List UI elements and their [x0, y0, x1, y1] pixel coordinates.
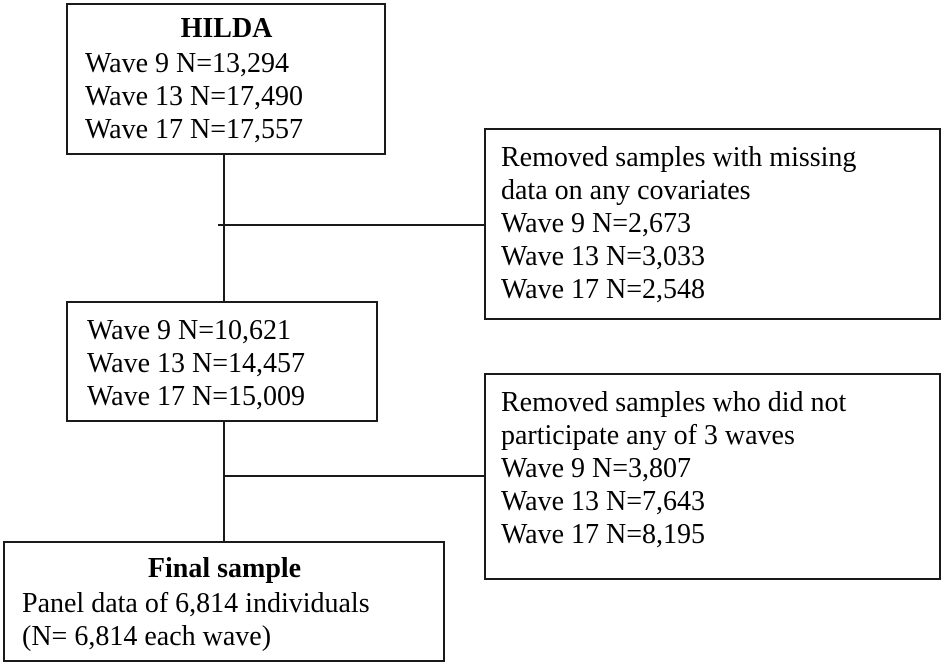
connector-after-exclusion-to-final: [223, 422, 225, 541]
after-exclusion-box: Wave 9 N=10,621 Wave 13 N=14,457 Wave 17…: [66, 301, 378, 422]
hilda-source-box: HILDA Wave 9 N=13,294 Wave 13 N=17,490 W…: [66, 3, 386, 155]
final-sample-box-title: Final sample: [147, 553, 302, 584]
removed-nonparticipation-wave9-count: Wave 9 N=3,807: [501, 453, 692, 484]
hilda-wave9-count: Wave 9 N=13,294: [85, 48, 290, 79]
connector-hilda-to-after-exclusion: [223, 155, 225, 301]
final-sample-box: Final sample Panel data of 6,814 individ…: [3, 541, 445, 662]
removed-missing-wave9-count: Wave 9 N=2,673: [501, 208, 692, 239]
removed-nonparticipation-wave17-count: Wave 17 N=8,195: [501, 519, 706, 550]
removed-nonparticipation-reason-line1: Removed samples who did not: [501, 387, 847, 418]
connector-branch-removed-missing: [218, 224, 484, 226]
removed-nonparticipation-reason-line2: participate any of 3 waves: [501, 420, 795, 451]
after-exclusion-wave9-count: Wave 9 N=10,621: [87, 315, 292, 346]
hilda-wave13-count: Wave 13 N=17,490: [85, 81, 304, 112]
hilda-box-title: HILDA: [180, 13, 273, 44]
removed-nonparticipation-box: Removed samples who did not participate …: [484, 373, 941, 580]
final-sample-panel-line: Panel data of 6,814 individuals: [22, 588, 370, 619]
removed-missing-wave13-count: Wave 13 N=3,033: [501, 241, 706, 272]
removed-nonparticipation-wave13-count: Wave 13 N=7,643: [501, 486, 706, 517]
removed-missing-covariates-box: Removed samples with missing data on any…: [484, 128, 941, 320]
final-sample-n-line: (N= 6,814 each wave): [22, 621, 272, 652]
connector-branch-removed-nonparticipation: [223, 475, 484, 477]
after-exclusion-wave17-count: Wave 17 N=15,009: [87, 381, 306, 412]
removed-missing-reason-line2: data on any covariates: [501, 175, 751, 206]
after-exclusion-wave13-count: Wave 13 N=14,457: [87, 348, 306, 379]
removed-missing-reason-line1: Removed samples with missing: [501, 142, 857, 173]
hilda-wave17-count: Wave 17 N=17,557: [85, 114, 304, 145]
removed-missing-wave17-count: Wave 17 N=2,548: [501, 274, 706, 305]
